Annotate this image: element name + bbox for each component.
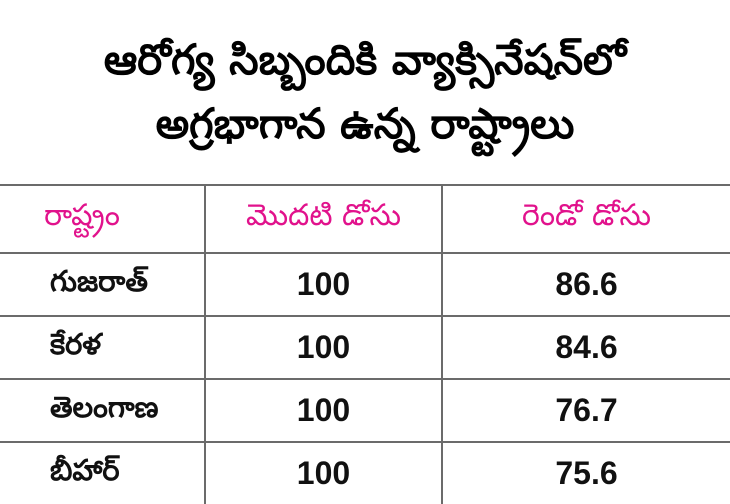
header-state: రాష్ట్రం: [0, 184, 205, 253]
first-dose-cell: 100: [204, 441, 442, 504]
title-line-2: అగ్రభాగాన ఉన్న రాష్ట్రాలు: [155, 99, 575, 148]
second-dose-cell: 76.7: [441, 378, 730, 442]
table-row: కేరళ 100 84.6: [0, 315, 730, 379]
title-line-1: ఆరోగ్య సిబ్బందికి వ్యాక్సినేషన్‌లో: [103, 35, 627, 84]
table-row: బీహార్ 100 75.6: [0, 441, 730, 504]
state-cell: తెలంగాణ: [0, 378, 205, 442]
state-cell: బీహార్: [0, 441, 205, 504]
infographic-title: ఆరోగ్య సిబ్బందికి వ్యాక్సినేషన్‌లో అగ్రభ…: [0, 0, 730, 184]
first-dose-cell: 100: [204, 378, 442, 442]
header-first-dose: మొదటి డోసు: [204, 184, 442, 253]
table-row: గుజరాత్ 100 86.6: [0, 252, 730, 316]
table-row: తెలంగాణ 100 76.7: [0, 378, 730, 442]
state-cell: కేరళ: [0, 315, 205, 379]
second-dose-cell: 84.6: [441, 315, 730, 379]
first-dose-cell: 100: [204, 315, 442, 379]
first-dose-cell: 100: [204, 252, 442, 316]
header-second-dose: రెండో డోసు: [441, 184, 730, 253]
vaccination-table: రాష్ట్రం మొదటి డోసు రెండో డోసు గుజరాత్ 1…: [0, 184, 730, 504]
second-dose-cell: 75.6: [441, 441, 730, 504]
state-cell: గుజరాత్: [0, 252, 205, 316]
second-dose-cell: 86.6: [441, 252, 730, 316]
table-header-row: రాష్ట్రం మొదటి డోసు రెండో డోసు: [0, 184, 730, 253]
